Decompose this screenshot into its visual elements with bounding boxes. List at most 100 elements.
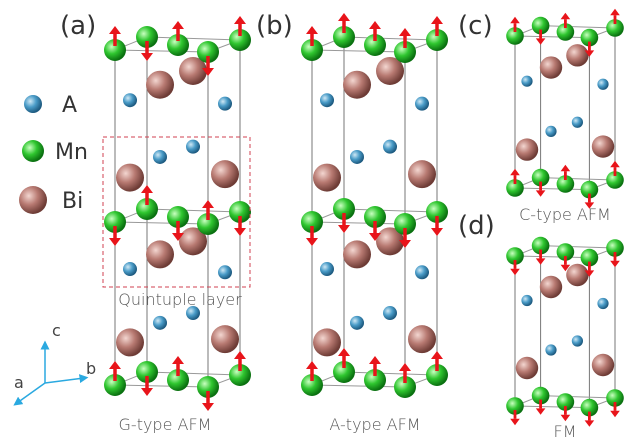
spin-arrow-head (584, 420, 595, 427)
spin-arrow-head (202, 403, 214, 411)
spin-arrow-head (399, 363, 411, 371)
atom-a (320, 262, 334, 277)
caption: A-type AFM (329, 415, 420, 434)
atom-bi (515, 138, 539, 161)
atom-a (350, 149, 364, 164)
atom-a (153, 315, 167, 330)
atom-mn (606, 171, 624, 189)
spin-arrow-head (141, 53, 153, 61)
spin-arrow-head (338, 348, 350, 356)
spin-arrow-head (431, 351, 443, 359)
atom-mn (394, 41, 416, 63)
spin-arrow-head (172, 233, 184, 241)
spin-arrow-head (306, 238, 318, 246)
spin-arrow-head (560, 264, 571, 272)
spin-arrow-head (202, 68, 214, 76)
spin-arrow-head (369, 356, 381, 364)
atom-bi (313, 163, 341, 192)
atom-mn (197, 41, 219, 63)
spin-arrow-head (510, 268, 520, 276)
atom-a (153, 149, 167, 164)
legend-atom (22, 140, 44, 162)
atom-mn (556, 243, 575, 261)
atom-a (415, 265, 429, 280)
spin-arrow-head (584, 202, 595, 209)
spin-arrow-head (399, 28, 411, 36)
quintuple-box (102, 136, 251, 288)
spin-arrow-head (584, 50, 595, 57)
spin-arrow-head (399, 240, 411, 248)
spin-arrow-head (109, 26, 121, 34)
atom-mn (394, 376, 416, 398)
spin-arrow-head (560, 12, 571, 20)
atom-mn (333, 198, 355, 220)
atom-mn (104, 211, 126, 233)
spin-arrow-head (338, 225, 350, 233)
atom-mn (136, 361, 158, 383)
spin-arrow-head (510, 16, 520, 24)
atom-a (545, 344, 557, 356)
atom-mn (301, 211, 323, 233)
atom-mn (167, 34, 189, 56)
atom-mn (606, 239, 624, 257)
atom-mn (606, 19, 624, 37)
spin-arrow-head (172, 356, 184, 364)
atom-a (350, 315, 364, 330)
legend-label: A (62, 93, 77, 118)
atom-a (545, 125, 557, 137)
panel-label: (c) (458, 11, 493, 41)
axes-triad (13, 340, 89, 406)
atom-bi (146, 240, 174, 269)
spin-arrow-head (610, 260, 620, 268)
atom-bi (539, 275, 563, 299)
panel-label: (d) (458, 211, 495, 241)
atom-mn (364, 369, 386, 391)
atom-mn (506, 27, 524, 45)
atom-mn (136, 198, 158, 220)
atom-a (571, 116, 584, 128)
spin-arrow-head (510, 168, 520, 176)
atom-mn (229, 29, 251, 51)
atom-mn (426, 201, 448, 223)
atom-mn (531, 16, 550, 35)
atom-mn (229, 364, 251, 386)
spin-arrow-head (234, 351, 246, 359)
structures (104, 8, 624, 427)
atom-mn (197, 376, 219, 398)
atom-a (186, 139, 200, 154)
spin-arrow-head (369, 21, 381, 29)
spin-arrow-head (234, 16, 246, 24)
spin-arrow-head (338, 13, 350, 21)
atom-bi (591, 135, 615, 158)
atom-a (597, 297, 609, 310)
atom-bi (343, 240, 371, 269)
legend-label: Bi (62, 189, 83, 214)
spin-arrow-head (535, 190, 546, 197)
atom-mn (580, 180, 599, 199)
atom-bi (211, 325, 239, 354)
annotation: Quintuple layer (118, 290, 242, 309)
atom-mn (394, 213, 416, 235)
atom-mn (506, 397, 524, 415)
spin-arrow-head (202, 200, 214, 208)
atom-mn (531, 168, 550, 187)
atom-mn (531, 386, 550, 405)
atom-bi (116, 163, 144, 192)
atom-bi (376, 227, 404, 256)
spin-arrow-head (610, 410, 620, 418)
atom-mn (580, 398, 599, 417)
atom-bi (591, 353, 615, 377)
spin-arrow-head (109, 361, 121, 369)
atom-bi (408, 160, 436, 189)
atom-mn (556, 23, 575, 41)
atom-a (123, 262, 137, 277)
atom-mn (197, 213, 219, 235)
atom-mn (531, 236, 550, 255)
spin-arrow-head (431, 16, 443, 24)
panel-label: (b) (256, 11, 293, 41)
atom-mn (426, 364, 448, 386)
atom-mn (301, 374, 323, 396)
caption: C-type AFM (519, 205, 611, 224)
atom-mn (606, 389, 624, 407)
